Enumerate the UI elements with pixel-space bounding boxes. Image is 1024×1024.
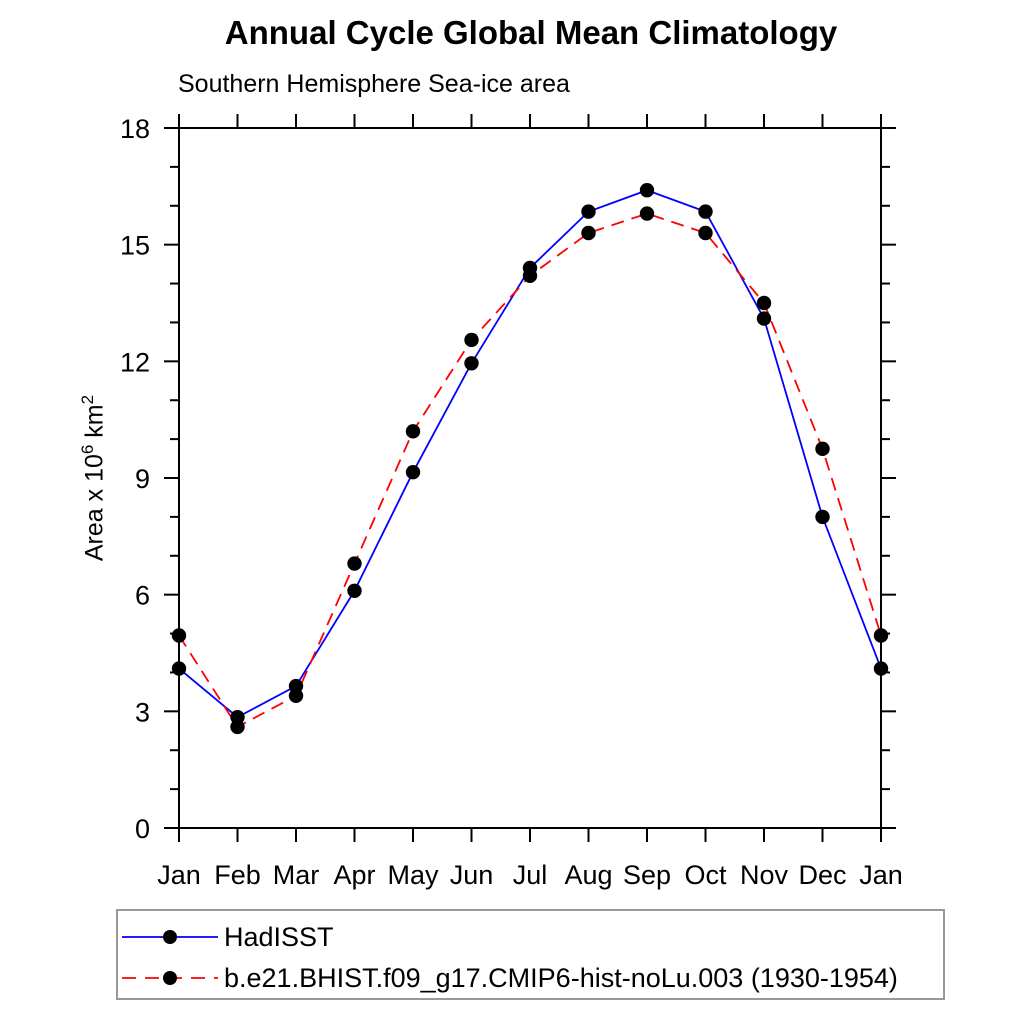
legend-entry-model: b.e21.BHIST.f09_g17.CMIP6-hist-noLu.003 … [120,963,898,993]
data-point-marker-1 [581,225,596,241]
y-tick-label: 18 [120,114,150,144]
chart-subtitle: Southern Hemisphere Sea-ice area [178,70,570,98]
legend-label-hadisst: HadISST [224,921,334,952]
y-tick-label: 3 [135,697,150,727]
x-tick-label: Apr [333,860,375,890]
data-point-marker-1 [347,556,362,571]
chart-title: Annual Cycle Global Mean Climatology [224,14,838,51]
x-tick-label: May [387,860,439,890]
data-point-marker-1 [873,628,889,643]
y-tick-label: 15 [120,231,150,261]
y-tick-label: 6 [135,581,150,611]
series-line-1 [178,212,882,729]
data-point-marker-1 [171,628,187,643]
data-point-marker-0 [171,661,187,676]
x-tick-label: Jun [450,860,494,890]
legend-label-model: b.e21.BHIST.f09_g17.CMIP6-hist-noLu.003 … [224,962,898,993]
x-tick-label: Feb [214,860,261,890]
data-point-marker-0 [405,464,421,480]
x-tick-label: Jan [859,860,903,890]
legend-sample-solid-line-icon [122,930,218,944]
data-point-marker-1 [756,295,772,311]
x-tick-label: Mar [273,860,320,890]
y-tick-label: 12 [120,347,150,377]
data-point-marker-0 [639,183,655,198]
data-point-marker-1 [639,206,655,221]
x-tick-label: Nov [740,860,789,890]
y-tick-label: 9 [135,464,150,494]
data-point-marker-0 [581,204,596,219]
plot-frame [178,127,882,829]
data-point-marker-1 [288,688,304,703]
data-point-marker-0 [756,311,772,326]
data-point-marker-0 [464,356,479,371]
data-point-marker-0 [873,661,889,676]
legend-entry-hadisst: HadISST [120,922,334,952]
data-point-marker-1 [698,225,713,241]
data-point-marker-1 [464,332,479,348]
x-tick-label: Jan [157,860,201,890]
data-point-marker-0 [698,204,713,219]
data-point-marker-1 [230,719,245,735]
y-tick-label: 0 [135,814,150,844]
data-point-marker-0 [815,509,830,525]
x-tick-label: Oct [684,860,727,890]
x-tick-label: Aug [564,860,612,890]
legend-box: HadISST b.e21.BHIST.f09_g17.CMIP6-hist-n… [116,909,945,1000]
data-point-marker-1 [815,441,830,457]
x-tick-label: Jul [513,860,548,890]
legend-sample-dashed-line-icon [122,971,218,985]
x-tick-label: Sep [623,860,671,890]
data-point-marker-0 [347,583,362,598]
data-point-marker-1 [522,268,538,283]
x-tick-label: Dec [798,860,846,890]
data-point-marker-1 [405,424,421,439]
